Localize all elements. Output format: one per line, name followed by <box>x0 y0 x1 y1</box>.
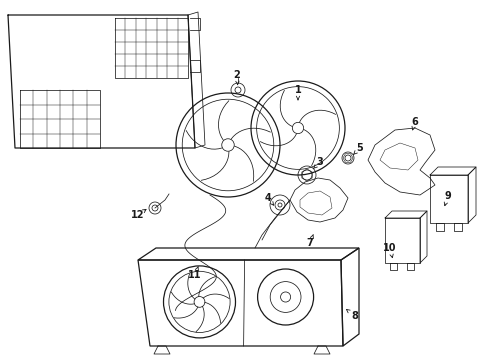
Text: 10: 10 <box>383 243 396 253</box>
Text: 7: 7 <box>306 238 313 248</box>
Text: 8: 8 <box>351 311 358 321</box>
Text: 4: 4 <box>264 193 271 203</box>
Text: 12: 12 <box>131 210 144 220</box>
Text: 6: 6 <box>411 117 418 127</box>
Text: 5: 5 <box>356 143 363 153</box>
Text: 2: 2 <box>233 70 240 80</box>
Text: 9: 9 <box>444 191 450 201</box>
Text: 3: 3 <box>316 157 323 167</box>
Text: 1: 1 <box>294 85 301 95</box>
Polygon shape <box>138 260 342 346</box>
Text: 11: 11 <box>188 270 202 280</box>
